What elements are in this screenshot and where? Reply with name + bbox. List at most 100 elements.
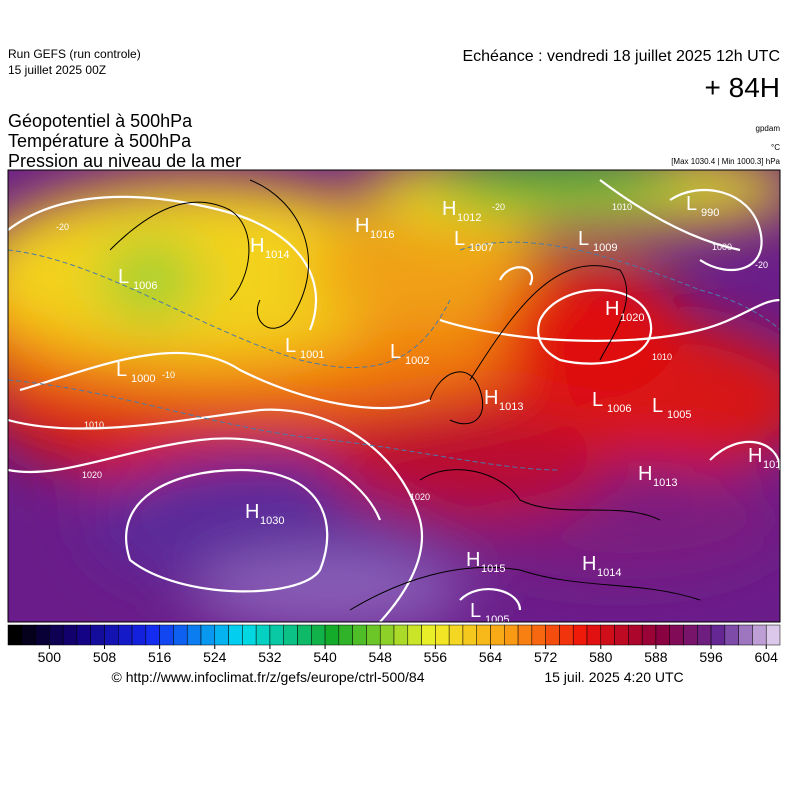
center-kind: H xyxy=(442,198,456,220)
center-kind: L xyxy=(578,228,589,250)
colorbar-swatch xyxy=(669,624,684,646)
colorbar-swatch xyxy=(200,624,216,646)
isobars xyxy=(8,179,780,622)
colorbar-swatch xyxy=(118,624,133,646)
center-kind: H xyxy=(466,549,480,571)
center-kind: L xyxy=(652,395,663,417)
colorbar-swatch xyxy=(49,624,64,646)
center-kind: L xyxy=(118,266,129,288)
colorbar-swatch xyxy=(448,624,464,646)
unit: °C xyxy=(771,143,780,152)
run-date: 15 juillet 2025 00Z xyxy=(8,63,106,77)
contour-label: 1010 xyxy=(652,352,672,362)
center-kind: L xyxy=(470,600,481,622)
center-value: 1013 xyxy=(499,401,523,413)
colorbar-label: 604 xyxy=(755,649,779,665)
center-kind: L xyxy=(592,389,603,411)
center-kind: H xyxy=(638,463,652,485)
colorbar-swatch xyxy=(21,624,36,646)
colorbar-swatch xyxy=(504,624,519,646)
contour-label: -20 xyxy=(755,260,768,270)
colorbar-label: 564 xyxy=(479,649,503,665)
center-value: 1014 xyxy=(265,249,289,261)
colorbar-swatch xyxy=(283,624,298,646)
center-value: 1030 xyxy=(260,515,284,527)
colorbar-swatch xyxy=(255,624,271,646)
center-kind: L xyxy=(390,341,401,363)
field-title: Géopotentiel à 500hPa xyxy=(8,111,193,131)
contour-label: 1020 xyxy=(82,470,102,480)
center-kind: H xyxy=(250,235,264,257)
center-value: 1005 xyxy=(485,614,509,626)
center-value: 1015 xyxy=(481,563,505,575)
field-title: Pression au niveau de la mer xyxy=(8,151,241,171)
colorbar-swatch xyxy=(655,624,670,646)
colorbar-swatch xyxy=(35,624,50,646)
colorbar-swatch xyxy=(407,624,422,646)
colorbar-swatch xyxy=(159,624,174,646)
colorbar: 500 508 516 524 532 540 548 556 564 572 580 588 596 6… xyxy=(7,624,781,665)
colorbar-swatch xyxy=(738,624,753,646)
colorbar-swatch xyxy=(311,624,326,646)
colorbar-swatch xyxy=(269,624,284,646)
colorbar-swatch xyxy=(104,624,119,646)
colorbar-swatch xyxy=(710,624,726,646)
colorbar-swatch xyxy=(641,624,657,646)
colorbar-swatch xyxy=(393,624,409,646)
center-value: 1016 xyxy=(370,229,394,241)
colorbar-swatch xyxy=(338,624,353,646)
center-value: 990 xyxy=(701,207,719,219)
colorbar-swatch xyxy=(600,624,615,646)
colorbar-swatch xyxy=(545,624,560,646)
center-kind: H xyxy=(748,445,762,467)
colorbar-swatch xyxy=(145,624,160,646)
center-kind: L xyxy=(686,193,697,215)
colorbar-label: 588 xyxy=(644,649,668,665)
contour-label: -20 xyxy=(492,202,505,212)
colorbar-swatch xyxy=(765,624,781,646)
isotherms xyxy=(8,241,780,471)
colorbar-label: 532 xyxy=(258,649,282,665)
unit: [Max 1030.4 | Min 1000.3] hPa xyxy=(671,157,780,166)
colorbar-swatch xyxy=(490,624,505,646)
colorbar-swatch xyxy=(366,624,381,646)
center-value: 1006 xyxy=(607,403,631,415)
contour-label: 1010 xyxy=(612,202,632,212)
colorbar-swatch xyxy=(586,624,602,646)
colorbar-swatch xyxy=(683,624,698,646)
colorbar-swatch xyxy=(697,624,712,646)
center-value: 1020 xyxy=(620,312,644,324)
colorbar-swatch xyxy=(352,624,367,646)
colorbar-swatch xyxy=(724,624,739,646)
colorbar-swatch xyxy=(462,624,477,646)
contour-label: 1010 xyxy=(84,420,104,430)
center-value: 1001 xyxy=(300,349,324,361)
colorbar-swatch xyxy=(62,624,78,646)
center-value: 1014 xyxy=(597,567,621,579)
run-name: Run GEFS (run controle) xyxy=(8,47,141,61)
center-kind: H xyxy=(355,215,369,237)
center-value: 1009 xyxy=(593,242,617,254)
colorbar-swatch xyxy=(242,624,257,646)
center-kind: H xyxy=(245,501,259,523)
colorbar-swatch xyxy=(572,624,588,646)
center-kind: L xyxy=(454,228,465,250)
colorbar-label: 540 xyxy=(313,649,337,665)
colorbar-swatch xyxy=(379,624,395,646)
colorbar-label: 596 xyxy=(699,649,723,665)
center-kind: L xyxy=(285,335,296,357)
colorbar-label: 516 xyxy=(148,649,172,665)
center-kind: H xyxy=(582,553,596,575)
contour-label: 1020 xyxy=(410,492,430,502)
colorbar-swatch xyxy=(173,624,188,646)
colorbar-label: 548 xyxy=(369,649,393,665)
colorbar-label: 572 xyxy=(534,649,558,665)
colorbar-swatch xyxy=(7,624,23,646)
center-value: 101 xyxy=(763,459,781,471)
unit: gpdam xyxy=(756,124,781,133)
center-value: 1006 xyxy=(133,280,157,292)
colorbar-swatch xyxy=(90,624,105,646)
